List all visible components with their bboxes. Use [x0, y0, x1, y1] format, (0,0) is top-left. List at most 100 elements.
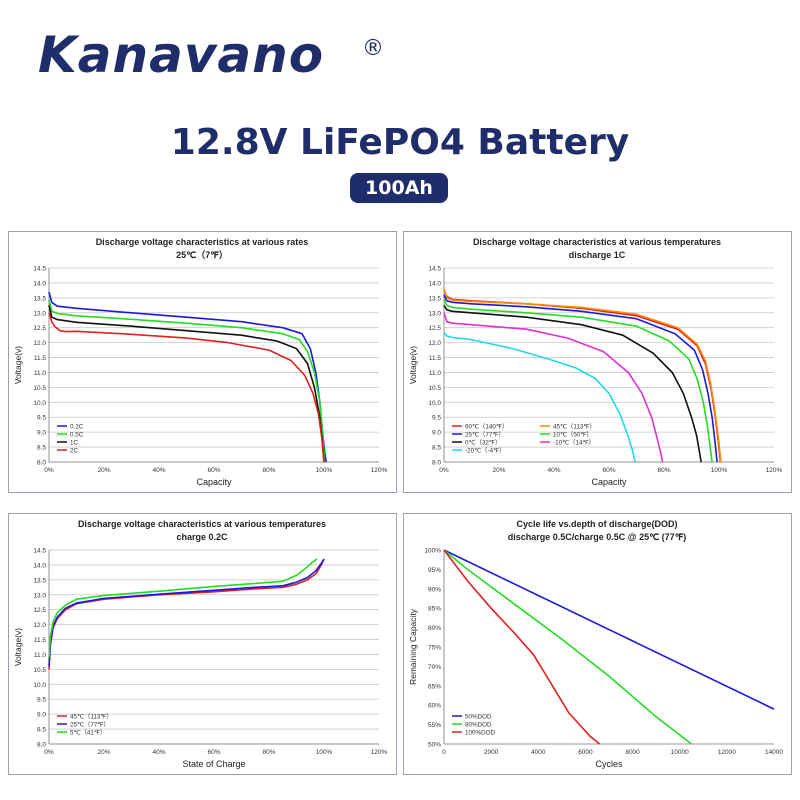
y-tick-label: 9.5	[432, 415, 441, 422]
y-tick-label: 13.0	[33, 592, 46, 599]
legend-label: 10℃（50℉）	[553, 431, 593, 438]
x-tick-label: 40%	[152, 467, 165, 474]
legend-label: 45℃（113℉）	[553, 423, 596, 430]
series-line	[48, 558, 325, 670]
y-tick-label: 90%	[428, 586, 441, 593]
y-tick-label: 13.5	[33, 295, 46, 302]
chart-charge-temperatures: Discharge voltage characteristics at var…	[13, 519, 388, 769]
y-tick-label: 9.0	[432, 430, 441, 437]
x-tick-label: 0%	[44, 467, 54, 474]
x-tick-label: 100%	[316, 749, 333, 756]
y-tick-label: 60%	[428, 703, 441, 710]
y-tick-label: 8.5	[432, 445, 441, 452]
y-tick-label: 9.0	[37, 712, 46, 719]
y-tick-label: 85%	[428, 606, 441, 613]
legend-label: 0.2C	[70, 423, 84, 430]
series-line	[48, 312, 325, 463]
legend-label: 45℃（113℉）	[70, 713, 113, 720]
y-axis-label: Remaining Capacity	[408, 608, 418, 685]
capacity-badge: 100Ah	[350, 173, 448, 203]
y-tick-label: 70%	[428, 664, 441, 671]
x-axis-label: State of Charge	[182, 759, 245, 769]
x-tick-label: 0	[442, 749, 446, 756]
x-tick-label: 20%	[97, 467, 110, 474]
series-line	[443, 298, 713, 463]
y-tick-label: 55%	[428, 722, 441, 729]
x-tick-label: 14000	[765, 749, 783, 756]
y-tick-label: 13.0	[33, 310, 46, 317]
y-tick-label: 95%	[428, 567, 441, 574]
series-line	[443, 304, 702, 463]
x-tick-label: 4000	[531, 749, 546, 756]
y-tick-label: 11.0	[429, 370, 442, 377]
y-tick-label: 8.0	[37, 742, 46, 749]
chart-title: Discharge voltage characteristics at var…	[96, 237, 309, 247]
y-tick-label: 12.5	[33, 325, 46, 332]
legend-label: 25℃（77℉）	[70, 721, 110, 728]
chart-title: Discharge voltage characteristics at var…	[473, 237, 721, 247]
y-tick-label: 14.0	[428, 280, 441, 287]
x-tick-label: 120%	[371, 467, 388, 474]
y-tick-label: 75%	[428, 645, 441, 652]
y-tick-label: 13.0	[428, 310, 441, 317]
y-tick-label: 14.0	[33, 280, 46, 287]
x-tick-label: 8000	[625, 749, 640, 756]
y-tick-label: 11.0	[34, 370, 47, 377]
y-axis-label: Voltage(v)	[13, 346, 23, 384]
series-line	[443, 549, 601, 745]
x-tick-label: 2000	[484, 749, 499, 756]
y-tick-label: 10.5	[33, 385, 46, 392]
series-line	[48, 558, 318, 658]
y-tick-label: 10.5	[33, 667, 46, 674]
y-tick-label: 12.0	[33, 622, 46, 629]
y-tick-label: 12.5	[428, 325, 441, 332]
legend-label: 0.5C	[70, 431, 84, 438]
x-tick-label: 80%	[262, 467, 275, 474]
x-tick-label: 40%	[547, 467, 560, 474]
series-line	[443, 549, 775, 710]
x-tick-label: 12000	[718, 749, 736, 756]
x-tick-label: 10000	[671, 749, 689, 756]
x-tick-label: 20%	[492, 467, 505, 474]
legend-label: 0℃（32℉）	[465, 439, 501, 446]
y-tick-label: 11.5	[34, 637, 47, 644]
y-tick-label: 8.0	[432, 460, 441, 467]
x-tick-label: 120%	[766, 467, 783, 474]
x-tick-label: 60%	[207, 467, 220, 474]
y-tick-label: 50%	[428, 742, 441, 749]
y-tick-label: 14.5	[33, 548, 46, 555]
x-tick-label: 100%	[711, 467, 728, 474]
x-tick-label: 20%	[97, 749, 110, 756]
y-tick-label: 9.0	[37, 430, 46, 437]
y-tick-label: 9.5	[37, 697, 46, 704]
y-tick-label: 100%	[424, 548, 441, 555]
y-tick-label: 12.5	[33, 607, 46, 614]
x-tick-label: 0%	[439, 467, 449, 474]
chart-discharge-temperatures: Discharge voltage characteristics at var…	[408, 237, 783, 487]
legend-label: 2C	[70, 447, 79, 454]
legend-label: -20℃（-4℉）	[465, 447, 505, 454]
y-tick-label: 65%	[428, 683, 441, 690]
y-tick-label: 8.0	[37, 460, 46, 467]
legend-label: 25℃（77℉）	[465, 431, 505, 438]
x-tick-label: 80%	[262, 749, 275, 756]
y-tick-label: 10.0	[33, 400, 46, 407]
x-tick-label: 6000	[578, 749, 593, 756]
x-tick-label: 80%	[657, 467, 670, 474]
series-line	[443, 331, 636, 463]
x-tick-label: 60%	[602, 467, 615, 474]
series-line	[443, 294, 718, 463]
x-axis-label: Cycles	[595, 759, 623, 769]
y-axis-label: Voltage(v)	[13, 628, 23, 666]
chart-title: Cycle life vs.depth of discharge(DOD)	[516, 519, 677, 529]
legend-label: 100%DOD	[465, 729, 496, 736]
x-tick-label: 120%	[371, 749, 388, 756]
page-title: 12.8V LiFePO4 Battery	[170, 122, 630, 163]
chart-panel-cycle-life: Cycle life vs.depth of discharge(DOD) dis…	[403, 513, 792, 775]
series-line	[48, 299, 326, 463]
legend-label: 50%DOD	[465, 713, 492, 720]
chart-panel-discharge-rates: Discharge voltage characteristics at var…	[8, 231, 397, 493]
y-tick-label: 11.5	[34, 355, 47, 362]
y-tick-label: 14.5	[428, 266, 441, 273]
x-tick-label: 100%	[316, 467, 333, 474]
